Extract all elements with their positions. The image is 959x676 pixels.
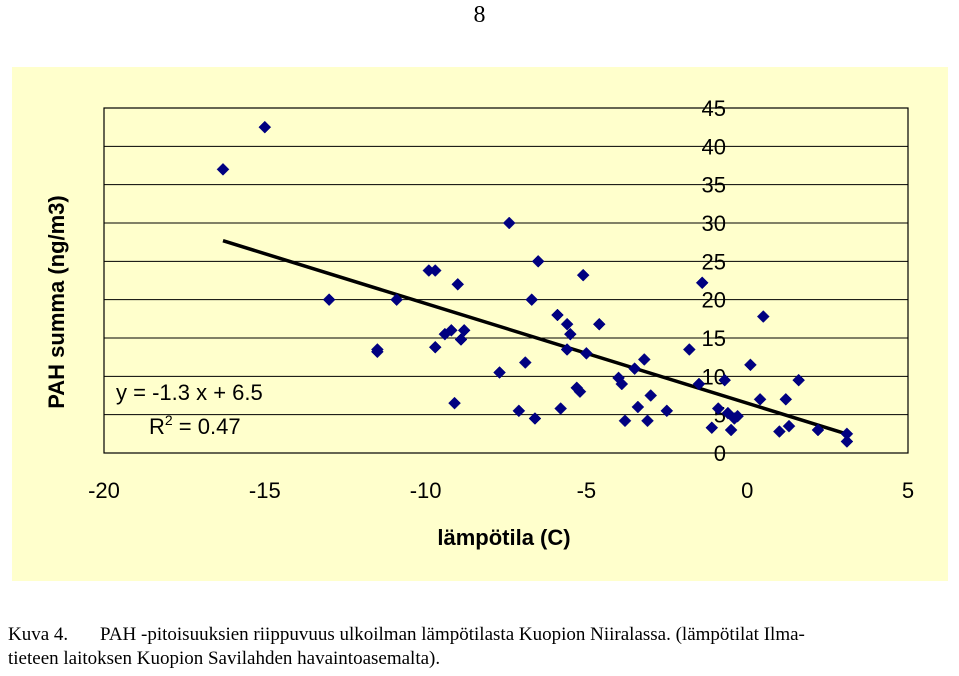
data-point	[580, 346, 593, 360]
data-point	[573, 385, 587, 399]
data-point	[718, 373, 732, 387]
data-point	[518, 356, 532, 369]
data-point	[724, 423, 738, 437]
data-point	[560, 343, 574, 356]
x-tick-label: -15	[249, 478, 281, 503]
data-point	[560, 317, 574, 331]
chart-panel: 0 5 10 15 20 25 30 35 40 45 -20 -15 -10 -5 0 5 y = -1.…	[12, 67, 948, 581]
data-point	[493, 366, 506, 379]
y-axis-label: PAH summa (ng/m3)	[44, 195, 69, 409]
data-point	[811, 423, 825, 437]
data-point	[695, 276, 709, 290]
data-point	[258, 120, 272, 134]
data-point	[615, 377, 629, 391]
data-point	[644, 389, 658, 402]
data-point	[448, 396, 461, 410]
data-points	[216, 120, 854, 448]
y-tick-label: 25	[702, 249, 726, 274]
data-point	[631, 400, 645, 414]
page-number: 8	[473, 2, 486, 28]
data-point	[756, 310, 770, 323]
data-point	[641, 414, 654, 428]
data-point	[840, 435, 854, 448]
y-tick-label: 0	[714, 441, 726, 466]
data-point	[454, 333, 468, 346]
y-tick-label: 30	[702, 211, 726, 236]
data-point	[322, 293, 336, 307]
data-point	[711, 402, 725, 415]
data-point	[773, 425, 786, 438]
x-axis-ticks: -20 -15 -10 -5 0 5	[88, 478, 914, 503]
data-point	[554, 402, 568, 415]
data-point	[428, 264, 442, 277]
x-tick-label: 5	[902, 478, 914, 503]
x-tick-label: 0	[741, 478, 753, 503]
data-point	[705, 421, 719, 435]
data-point	[782, 419, 796, 433]
caption-text-line1: PAH -pitoisuuksien riippuvuus ulkoilman …	[100, 624, 805, 645]
figure-caption: Kuva 4. PAH -pitoisuuksien riippuvuus ulk…	[8, 623, 953, 671]
data-point	[576, 268, 590, 282]
caption-label: Kuva 4.	[8, 624, 69, 645]
y-tick-label: 40	[702, 134, 726, 159]
caption-text-line2: tieteen laitoksen Kuopion Savilahden hav…	[8, 648, 441, 669]
data-point	[731, 409, 744, 423]
plot-area-frame	[103, 107, 909, 454]
data-point	[628, 362, 641, 376]
data-point	[525, 293, 539, 307]
data-point	[457, 323, 471, 337]
data-point	[637, 353, 651, 366]
data-point	[551, 308, 564, 322]
trendline-equation: y = -1.3 x + 6.5	[116, 380, 263, 405]
x-tick-label: -20	[88, 478, 120, 503]
data-point	[618, 414, 632, 428]
data-point	[390, 293, 404, 307]
trendline	[222, 239, 848, 436]
x-axis-label: lämpötila (C)	[437, 525, 570, 550]
data-point	[216, 162, 230, 176]
y-tick-label: 20	[702, 288, 726, 313]
y-tick-label: 45	[702, 96, 726, 121]
x-tick-label: -10	[410, 478, 442, 503]
data-point	[428, 340, 442, 354]
gridlines	[104, 145, 908, 416]
data-point	[753, 392, 767, 406]
data-point	[451, 277, 465, 291]
data-point	[528, 412, 542, 425]
data-point	[779, 392, 793, 406]
data-point	[592, 317, 606, 331]
data-point	[444, 323, 458, 337]
r-squared-label: R2 = 0.47	[149, 412, 241, 439]
data-point	[512, 404, 526, 418]
data-point	[371, 345, 384, 359]
data-point	[563, 327, 577, 341]
data-point	[682, 343, 696, 356]
y-tick-label: 15	[702, 326, 726, 351]
data-point	[531, 254, 545, 268]
y-tick-label: 35	[702, 173, 726, 198]
data-point	[692, 377, 706, 391]
data-point	[502, 216, 516, 230]
x-tick-label: -5	[577, 478, 597, 503]
data-point	[744, 358, 757, 372]
data-point	[660, 404, 674, 418]
data-point	[792, 373, 806, 387]
